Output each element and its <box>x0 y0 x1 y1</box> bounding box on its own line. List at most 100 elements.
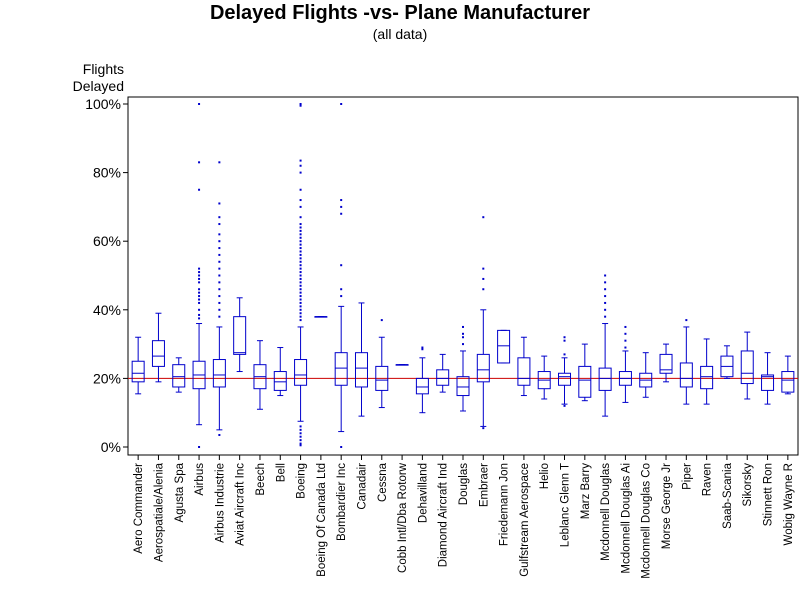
x-category-label: Aero Commander <box>133 463 145 554</box>
y-axis-label: Flights Delayed <box>73 61 124 95</box>
outlier-point <box>299 308 302 311</box>
outlier-point <box>218 315 221 318</box>
outlier-point <box>380 319 383 322</box>
outlier-point <box>340 103 343 105</box>
box-iqr <box>354 352 368 388</box>
box-iqr <box>700 365 714 390</box>
x-category-label: Helio <box>539 463 551 489</box>
outlier-point <box>624 346 627 349</box>
outlier-point <box>218 433 221 436</box>
outlier-point <box>299 281 302 284</box>
box-iqr <box>233 316 247 355</box>
outlier-point <box>218 253 221 256</box>
outlier-point <box>299 159 302 162</box>
x-category-label: Cessna <box>377 462 389 502</box>
outlier-point <box>198 281 201 284</box>
outlier-point <box>198 308 201 311</box>
outlier-point <box>198 298 201 301</box>
outlier-point <box>198 277 201 280</box>
x-category-label: Raven <box>702 463 714 496</box>
outlier-point <box>198 313 201 316</box>
box-iqr <box>436 369 450 386</box>
x-category-label: Diamond Aircraft Ind <box>438 463 450 567</box>
outlier-point <box>299 171 302 174</box>
outlier-point <box>299 298 302 301</box>
outlier-point <box>563 339 566 342</box>
box-iqr <box>659 353 673 374</box>
x-category-label: Airbus Industrie <box>214 463 226 543</box>
outlier-point <box>299 305 302 308</box>
outlier-point <box>340 295 343 298</box>
outlier-point <box>462 336 464 339</box>
outlier-point <box>198 161 201 164</box>
box-iqr <box>761 374 775 391</box>
outlier-point <box>340 264 343 267</box>
chart-subtitle: (all data) <box>372 26 428 42</box>
outlier-point <box>299 277 302 280</box>
y-tick-label: 40% <box>93 302 121 318</box>
x-category-label: Saab-Scania <box>722 462 734 528</box>
outlier-point <box>299 260 302 263</box>
outlier-point <box>299 425 302 428</box>
x-category-label: Douglas <box>458 463 470 505</box>
chart-title: Delayed Flights -vs- Plane Manufacturer <box>209 2 591 24</box>
x-category-label: Stinnett Ron <box>763 463 775 526</box>
outlier-point <box>563 336 566 339</box>
box-iqr <box>456 376 470 397</box>
outlier-point <box>299 205 302 208</box>
outlier-point <box>604 274 607 277</box>
y-axis-label-line-2: Delayed <box>72 78 124 94</box>
outlier-point <box>218 216 221 219</box>
outlier-point <box>299 301 302 304</box>
outlier-point <box>198 188 201 191</box>
x-category-label: Aviat Aircraft Inc <box>235 463 247 546</box>
outlier-point <box>198 446 201 448</box>
outlier-point <box>624 332 627 335</box>
outlier-point <box>198 301 201 304</box>
box-iqr <box>476 353 490 383</box>
outlier-point <box>299 253 302 256</box>
x-category-label: Marz Barry <box>580 463 592 519</box>
x-category-label: Bombardier Inc <box>336 463 348 541</box>
outlier-point <box>218 281 221 284</box>
box-iqr <box>598 367 612 391</box>
outlier-point <box>421 348 424 351</box>
outlier-point <box>604 301 607 304</box>
outlier-point <box>299 315 302 318</box>
outlier-point <box>299 295 302 298</box>
outlier-point <box>198 267 201 270</box>
outlier-point <box>299 428 302 431</box>
x-category-label: Mcdonnell Douglas <box>600 463 612 561</box>
outlier-point <box>604 295 607 298</box>
outlier-point <box>340 212 343 215</box>
outlier-point <box>462 332 464 335</box>
outlier-point <box>299 444 302 447</box>
x-category-label: Friedemann Jon <box>499 463 511 546</box>
outlier-point <box>299 291 302 294</box>
outlier-point <box>299 319 302 322</box>
box-iqr <box>558 372 572 386</box>
outlier-point <box>299 274 302 277</box>
outlier-point <box>482 216 485 219</box>
x-category-label: Wobig Wayne R <box>783 463 795 545</box>
outlier-point <box>218 247 221 250</box>
outlier-point <box>604 288 607 291</box>
y-tick-label: 60% <box>93 233 121 249</box>
x-category-label: Boeing <box>296 463 308 499</box>
outlier-point <box>299 240 302 243</box>
outlier-point <box>482 267 485 270</box>
outlier-point <box>299 257 302 260</box>
outlier-point <box>462 325 464 328</box>
outlier-point <box>218 308 221 311</box>
box-iqr <box>415 377 429 395</box>
outlier-point <box>299 216 302 219</box>
box-iqr <box>740 350 754 385</box>
outlier-point <box>198 103 201 105</box>
outlier-point <box>340 199 343 202</box>
outlier-point <box>299 226 302 229</box>
outlier-point <box>218 161 221 164</box>
outlier-point <box>685 319 688 322</box>
outlier-point <box>299 236 302 239</box>
outlier-point <box>218 267 221 270</box>
